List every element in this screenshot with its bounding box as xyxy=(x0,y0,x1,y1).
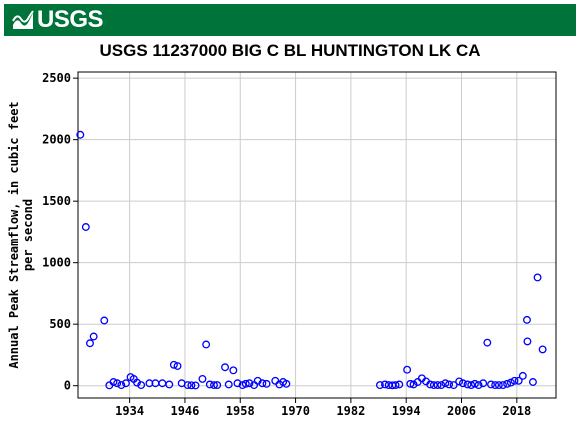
x-tick-label: 1982 xyxy=(336,404,365,418)
data-point xyxy=(245,379,254,388)
y-tick-label: 1500 xyxy=(42,194,71,208)
data-point xyxy=(441,379,450,388)
data-point xyxy=(458,379,467,388)
data-point xyxy=(205,380,214,389)
data-point xyxy=(169,360,178,369)
x-tick-label: 1970 xyxy=(281,404,310,418)
data-point xyxy=(210,381,218,390)
data-point xyxy=(381,380,389,389)
data-point xyxy=(229,366,238,375)
x-tick-label: 1934 xyxy=(115,404,144,418)
data-point xyxy=(271,376,280,385)
y-tick-label: 2000 xyxy=(42,133,71,147)
usgs-logo[interactable]: USGS xyxy=(12,6,104,33)
data-point xyxy=(499,381,507,390)
data-point xyxy=(403,365,412,374)
data-point xyxy=(133,378,141,387)
data-point xyxy=(437,381,446,390)
data-point xyxy=(198,374,207,383)
data-point xyxy=(391,381,400,390)
data-point xyxy=(113,379,122,388)
y-axis-label-line2: per second xyxy=(21,199,35,271)
data-point xyxy=(445,380,454,389)
data-point xyxy=(258,379,267,388)
data-point xyxy=(183,381,192,390)
data-point xyxy=(282,379,291,388)
data-point xyxy=(86,339,94,348)
data-point xyxy=(455,377,464,386)
usgs-logo-text: USGS xyxy=(37,6,104,33)
data-point xyxy=(467,381,476,390)
data-point xyxy=(523,337,532,346)
data-point xyxy=(89,332,98,341)
x-tick-label: 2018 xyxy=(502,404,531,418)
data-point xyxy=(224,380,233,389)
data-point xyxy=(406,379,415,388)
data-point xyxy=(109,378,118,386)
data-point xyxy=(375,381,384,390)
data-point xyxy=(81,223,90,231)
data-point xyxy=(213,381,222,390)
data-point xyxy=(137,381,146,390)
data-point xyxy=(483,338,492,347)
x-tick-label: 1994 xyxy=(392,404,421,418)
data-point xyxy=(395,380,404,389)
data-point xyxy=(241,379,250,388)
data-point xyxy=(514,376,523,385)
data-point xyxy=(538,345,547,354)
data-point xyxy=(165,380,174,389)
data-point xyxy=(121,379,130,388)
data-point xyxy=(491,381,500,390)
data-point xyxy=(523,315,531,324)
y-tick-label: 500 xyxy=(49,317,71,331)
x-tick-label: 1946 xyxy=(170,404,199,418)
data-point xyxy=(506,378,515,387)
data-point xyxy=(518,371,527,380)
data-point xyxy=(202,340,211,349)
y-tick-label: 0 xyxy=(64,379,71,393)
data-point xyxy=(187,381,196,390)
data-point xyxy=(173,362,182,370)
data-point xyxy=(433,381,442,390)
data-point xyxy=(503,379,512,388)
data-points xyxy=(76,130,547,390)
data-point xyxy=(409,380,418,389)
data-point xyxy=(474,381,483,390)
data-point xyxy=(529,378,537,386)
data-point xyxy=(233,379,242,388)
data-point xyxy=(426,380,435,389)
data-point xyxy=(494,381,503,390)
x-tick-label: 1958 xyxy=(226,404,255,418)
data-point xyxy=(429,381,438,390)
data-point xyxy=(191,381,200,390)
chart-grid xyxy=(78,72,556,398)
y-tick-label: 2500 xyxy=(42,71,71,85)
usgs-wave-icon xyxy=(12,10,34,29)
y-axis-label-line1: Annual Peak Streamflow, in cubic feet xyxy=(7,101,21,368)
data-point xyxy=(463,380,472,389)
data-point xyxy=(533,273,542,282)
data-point xyxy=(117,381,126,390)
usgs-header-banner: USGS xyxy=(4,4,576,36)
data-point xyxy=(470,379,479,388)
y-tick-label: 1000 xyxy=(42,256,71,270)
chart-title: USGS 11237000 BIG C BL HUNTINGTON LK CA xyxy=(99,41,481,60)
plot-area xyxy=(77,71,557,399)
data-point xyxy=(479,379,488,388)
data-point xyxy=(100,316,109,325)
data-point xyxy=(510,376,519,385)
data-point xyxy=(449,381,458,390)
data-point xyxy=(262,379,271,388)
x-tick-label: 2006 xyxy=(447,404,476,418)
axis-ticks: 1934 1946 1958 1970 1982 1994 2006 2018 0 500 1000… xyxy=(42,71,531,418)
data-point xyxy=(221,363,229,372)
data-point xyxy=(76,130,85,139)
data-point xyxy=(487,380,495,389)
